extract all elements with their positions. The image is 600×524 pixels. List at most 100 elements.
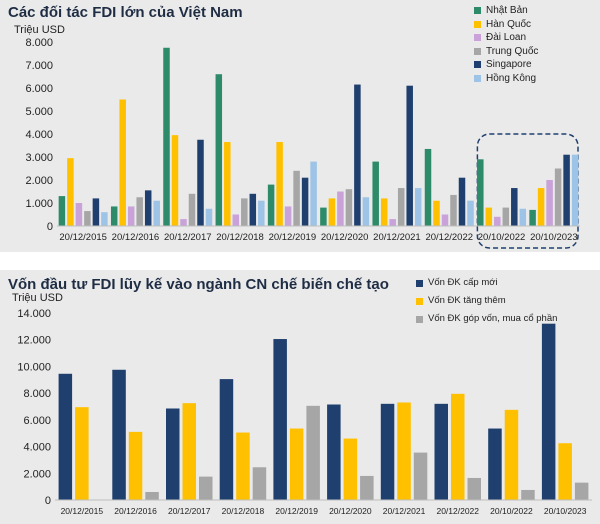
bar-singapore — [511, 188, 518, 226]
bar-han-quoc — [224, 142, 231, 226]
bar-trung-quoc — [241, 198, 248, 226]
bar-von-dk-tang-them — [75, 407, 89, 500]
bar-singapore — [458, 177, 466, 226]
y-tick-label: 6.000 — [25, 83, 53, 95]
bar-dai-loan — [337, 191, 344, 226]
legend-item-han-quoc: Hàn Quốc — [474, 18, 538, 32]
x-tick-label: 20/12/2020 — [329, 506, 372, 516]
bar-nhat-ban — [110, 206, 118, 226]
bar-von-dk-cap-moi — [219, 379, 234, 500]
legend-swatch — [416, 297, 423, 305]
y-axis-label: Triệu USD — [12, 292, 63, 304]
x-tick-label: 20/12/2021 — [373, 232, 421, 243]
y-tick-label: 2.000 — [23, 468, 51, 480]
chart-panel-fdi-partners: Các đối tác FDI lớn của Việt Nam Triệu U… — [0, 0, 600, 252]
bar-hong-kong — [101, 212, 108, 226]
bar-von-dk-gop-von-mua-co-phan — [574, 482, 589, 500]
bar-singapore — [301, 177, 309, 226]
bar-han-quoc — [276, 142, 283, 226]
x-tick-label: 20/12/2017 — [164, 232, 212, 243]
bar-han-quoc — [380, 198, 388, 226]
chart-panel-fdi-manufacturing: Vốn đầu tư FDI lũy kế vào ngành CN chế b… — [0, 270, 600, 524]
bar-han-quoc — [171, 135, 179, 226]
y-tick-label: 0 — [47, 221, 53, 233]
bar-singapore — [354, 84, 361, 226]
bar-dai-loan — [75, 203, 83, 226]
bar-hong-kong — [258, 200, 265, 226]
bar-von-dk-tang-them — [236, 432, 250, 500]
bar-trung-quoc — [397, 188, 405, 226]
x-tick-label: 20/12/2020 — [321, 232, 369, 243]
bar-dai-loan — [494, 216, 501, 226]
y-tick-label: 7.000 — [25, 60, 53, 72]
bar-dai-loan — [284, 206, 292, 226]
bar-dai-loan — [232, 214, 240, 226]
bar-von-dk-gop-von-mua-co-phan — [252, 467, 267, 500]
bar-von-dk-cap-moi — [327, 404, 341, 500]
bar-han-quoc — [485, 207, 493, 226]
bar-chart-fdi-partners: 0 1.000 2.000 3.000 4.000 5.000 6.000 7.000 8.00… — [25, 37, 580, 249]
bar-trung-quoc — [136, 197, 143, 226]
bar-nhat-ban — [58, 196, 66, 226]
bar-trung-quoc — [84, 211, 91, 226]
bar-trung-quoc — [450, 194, 457, 226]
bar-dai-loan — [389, 219, 396, 226]
legend-label: Hồng Kông — [486, 72, 537, 84]
bar-trung-quoc — [293, 170, 300, 226]
bar-dai-loan — [127, 206, 135, 226]
bar-dai-loan — [546, 180, 553, 226]
y-tick-label: 4.000 — [23, 442, 51, 454]
bar-hong-kong — [414, 188, 422, 226]
x-tick-label: 20/10/2022 — [478, 232, 526, 243]
highlight-box — [476, 133, 579, 249]
bar-nhat-ban — [424, 148, 432, 226]
y-tick-label: 4.000 — [25, 129, 53, 141]
bar-nhat-ban — [320, 207, 327, 226]
bar-han-quoc — [537, 188, 545, 226]
legend-label: Vốn ĐK góp vốn, mua cổ phần — [428, 313, 558, 324]
bar-von-dk-gop-von-mua-co-phan — [360, 475, 374, 500]
bar-hong-kong — [310, 161, 317, 226]
y-tick-label: 12.000 — [17, 335, 51, 347]
bar-von-dk-gop-von-mua-co-phan — [306, 405, 320, 500]
legend-item-hong-kong: Hồng Kông — [474, 72, 538, 86]
bar-von-dk-tang-them — [558, 443, 572, 500]
x-tick-label: 20/10/2023 — [544, 506, 587, 516]
legend-item-dai-loan: Đài Loan — [474, 31, 538, 45]
bar-hong-kong — [467, 200, 474, 226]
bar-han-quoc — [328, 198, 336, 226]
legend-label: Singapore — [486, 59, 532, 70]
bar-trung-quoc — [188, 193, 196, 226]
bar-von-dk-cap-moi — [58, 373, 73, 500]
legend-item-nhat-ban: Nhật Bản — [474, 4, 538, 18]
legend-label: Vốn ĐK tăng thêm — [428, 295, 506, 306]
x-tick-label: 20/12/2018 — [216, 232, 264, 243]
legend-item-von-dk-cap-moi: Vốn ĐK cấp mới — [416, 274, 557, 292]
x-tick-label: 20/12/2022 — [425, 232, 473, 243]
bar-han-quoc — [119, 99, 126, 226]
legend-swatch — [474, 7, 481, 15]
legend-item-von-dk-tang-them: Vốn ĐK tăng thêm — [416, 292, 557, 310]
legend-label: Hàn Quốc — [486, 18, 532, 30]
bar-trung-quoc — [345, 189, 353, 226]
legend-label: Vốn ĐK cấp mới — [428, 277, 498, 288]
bar-von-dk-gop-von-mua-co-phan — [413, 452, 428, 500]
legend-label: Đài Loan — [486, 32, 527, 43]
legend-swatch — [416, 279, 423, 287]
legend-label: Trung Quốc — [486, 45, 539, 57]
y-tick-label: 2.000 — [25, 175, 53, 187]
y-tick-label: 0 — [45, 495, 51, 507]
x-tick-label: 20/10/2023 — [530, 232, 578, 243]
y-axis-label: Triệu USD — [14, 24, 65, 36]
legend-swatch — [474, 20, 481, 28]
bar-trung-quoc — [502, 207, 510, 226]
legend-swatch — [474, 34, 481, 42]
bar-nhat-ban — [529, 209, 536, 226]
legend-item-singapore: Singapore — [474, 58, 538, 72]
y-tick-label: 8.000 — [23, 388, 51, 400]
bar-von-dk-cap-moi — [166, 408, 180, 500]
bar-nhat-ban — [477, 159, 484, 226]
bar-singapore — [92, 198, 100, 226]
y-tick-label: 5.000 — [25, 106, 53, 118]
bar-von-dk-tang-them — [397, 402, 411, 500]
